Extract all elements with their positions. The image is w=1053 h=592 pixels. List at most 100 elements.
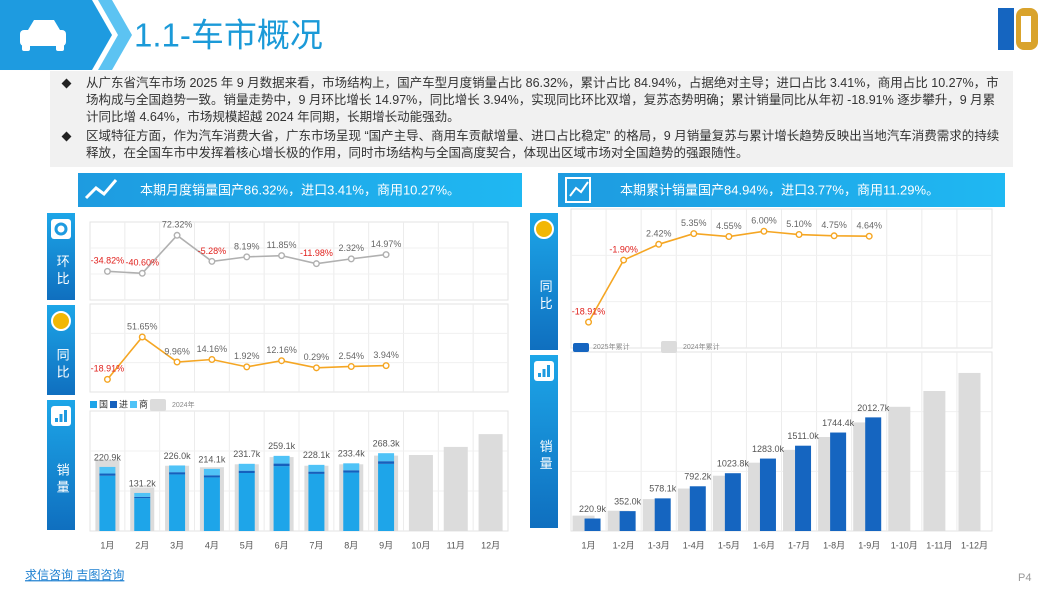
data-label: -11.98%	[300, 248, 333, 258]
legend-label: 2024年	[172, 400, 195, 409]
car-icon	[20, 20, 66, 51]
bullet-box: 从广东省汽车市场 2025 年 9 月数据来看，市场结构上，国产车型月度销量占比…	[50, 71, 1013, 167]
point	[173, 358, 181, 366]
data-label: -40.60%	[125, 258, 159, 268]
side-icon	[54, 222, 68, 236]
bar-segment	[378, 453, 395, 462]
banner	[558, 173, 1005, 207]
data-label: 2.42%	[646, 229, 672, 239]
side-label: 同比	[538, 280, 553, 314]
legend-swatch	[90, 401, 97, 408]
bar-segment	[724, 473, 741, 531]
point	[347, 362, 355, 370]
bar-segment	[169, 474, 186, 531]
point	[382, 362, 390, 370]
bar-segment	[830, 432, 847, 531]
point	[278, 357, 286, 365]
legend-label: 商	[139, 398, 148, 409]
bar-segment	[689, 486, 706, 531]
point	[585, 318, 593, 326]
banner-icon	[84, 179, 118, 200]
bar-segment	[273, 455, 290, 464]
x-tick-label: 1-8月	[823, 540, 845, 550]
x-tick-label: 1-2月	[613, 540, 635, 550]
x-tick-label: 1-4月	[683, 540, 705, 550]
bar-segment	[238, 470, 255, 473]
data-label: 5.35%	[681, 218, 707, 228]
data-label: 51.65%	[127, 321, 158, 331]
comparison-bar	[408, 455, 433, 531]
data-label: 11.85%	[267, 240, 297, 250]
data-label: 1744.4k	[822, 418, 855, 428]
data-label: 131.2k	[129, 478, 157, 488]
x-tick-label: 3月	[170, 540, 184, 550]
point	[382, 251, 390, 259]
x-tick-label: 6月	[275, 540, 289, 550]
data-label: 12.16%	[266, 345, 297, 355]
x-tick-label: 1-11月	[926, 540, 952, 550]
bullet-text: 区域特征方面，作为汽车消费大省，广东市场呈现 “国产主导、商用车贡献增量、进口占…	[86, 129, 1000, 160]
data-label: 268.3k	[373, 439, 401, 449]
side-icon	[538, 373, 541, 377]
bar-segment	[343, 463, 360, 471]
side-label: 环比	[55, 255, 70, 289]
x-tick-label: 1月	[582, 540, 596, 550]
data-label: 220.9k	[94, 452, 122, 462]
side-icon	[547, 365, 550, 377]
point	[103, 375, 111, 383]
bar-segment	[134, 496, 151, 499]
point	[138, 269, 146, 277]
x-tick-label: 5月	[240, 540, 254, 550]
data-label: 4.55%	[716, 221, 742, 231]
comparison-bar	[478, 434, 503, 531]
side-icon	[542, 369, 546, 377]
comparison-bar	[958, 372, 981, 531]
legend-swatch	[130, 401, 137, 408]
legend-label: 进	[119, 399, 128, 409]
data-label: 214.1k	[198, 454, 226, 464]
bar-segment	[238, 473, 255, 531]
bar-segment	[584, 518, 601, 531]
bullet: 从广东省汽车市场 2025 年 9 月数据来看，市场结构上，国产车型月度销量占比…	[60, 75, 1005, 126]
bar-segment	[343, 472, 360, 531]
x-tick-label: 1-10月	[891, 540, 918, 550]
data-label: -5.28%	[198, 246, 227, 256]
x-tick-label: 9月	[379, 540, 393, 550]
point	[243, 253, 251, 261]
data-label: -1.90%	[609, 244, 638, 254]
legend-swatch	[661, 341, 677, 353]
bullet-marker	[61, 78, 72, 89]
legend-swatch	[110, 401, 117, 408]
page-number: P4	[1018, 572, 1031, 584]
x-tick-label: 1-6月	[753, 540, 775, 550]
bar-segment	[308, 473, 325, 531]
x-tick-label: 1-3月	[648, 540, 670, 550]
data-label: 72.32%	[162, 220, 193, 230]
footer-source[interactable]: 求信咨询 吉图咨询	[25, 567, 124, 582]
point	[208, 356, 216, 364]
side-icon	[51, 311, 71, 331]
bullet: 区域特征方面，作为汽车消费大省，广东市场呈现 “国产主导、商用车贡献增量、进口占…	[60, 128, 1005, 162]
data-label: 4.75%	[821, 220, 847, 230]
bar-segment	[203, 475, 220, 478]
x-tick-label: 10月	[411, 540, 430, 550]
data-label: 3.94%	[373, 350, 399, 360]
data-label: 231.7k	[233, 449, 261, 459]
bar-segment	[308, 471, 325, 474]
data-label: -18.91%	[572, 307, 606, 317]
side-icon	[51, 219, 71, 239]
header-chevron	[98, 0, 132, 70]
banner-icon	[565, 177, 591, 203]
bar-segment	[134, 492, 151, 497]
point	[312, 260, 320, 268]
bar-segment	[99, 473, 116, 476]
side-label: 同比	[55, 348, 70, 382]
data-label: 0.29%	[304, 352, 330, 362]
point	[690, 230, 698, 238]
side-icon	[59, 414, 63, 422]
point	[655, 240, 663, 248]
bar-segment	[134, 498, 151, 531]
x-tick-label: 1-5月	[718, 540, 740, 550]
x-tick-label: 1月	[100, 540, 114, 550]
